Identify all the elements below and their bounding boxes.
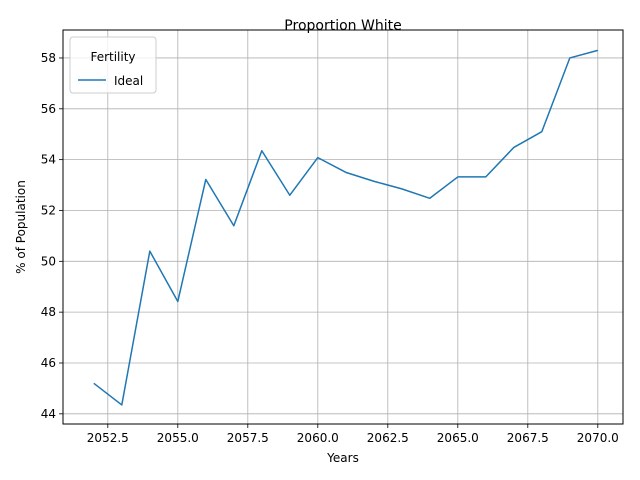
x-axis-label: Years [326, 451, 359, 465]
y-tick-label: 50 [41, 254, 56, 268]
y-axis-ticks: 44 46 48 50 52 54 56 58 [41, 51, 63, 421]
y-tick-label: 56 [41, 102, 56, 116]
grid-lines [63, 30, 623, 424]
legend-title: Fertility [90, 50, 135, 64]
x-axis-ticks: 2052.5 2055.0 2057.5 2060.0 2062.5 2065.0 2067… [87, 424, 619, 445]
x-tick-label: 2062.5 [367, 431, 409, 445]
x-tick-label: 2052.5 [87, 431, 129, 445]
chart-title: Proportion White [284, 18, 401, 34]
x-tick-label: 2067.5 [507, 431, 549, 445]
plot-frame [62, 29, 624, 425]
y-axis-label: % of Population [14, 180, 28, 274]
x-tick-label: 2057.5 [227, 431, 269, 445]
series-line [93, 49, 598, 406]
y-tick-label: 48 [41, 305, 56, 319]
y-tick-label: 54 [41, 153, 56, 167]
series-layer [93, 49, 598, 406]
legend-box [69, 36, 157, 94]
legend: Fertility Ideal [69, 36, 157, 94]
y-tick-label: 52 [41, 203, 56, 217]
x-tick-label: 2070.0 [577, 431, 619, 445]
y-tick-label: 58 [41, 51, 56, 65]
x-tick-label: 2065.0 [437, 431, 479, 445]
y-tick-label: 44 [41, 407, 56, 421]
legend-entry-label: Ideal [114, 74, 143, 88]
x-tick-label: 2055.0 [157, 431, 199, 445]
y-tick-label: 46 [41, 356, 56, 370]
x-tick-label: 2060.0 [297, 431, 339, 445]
